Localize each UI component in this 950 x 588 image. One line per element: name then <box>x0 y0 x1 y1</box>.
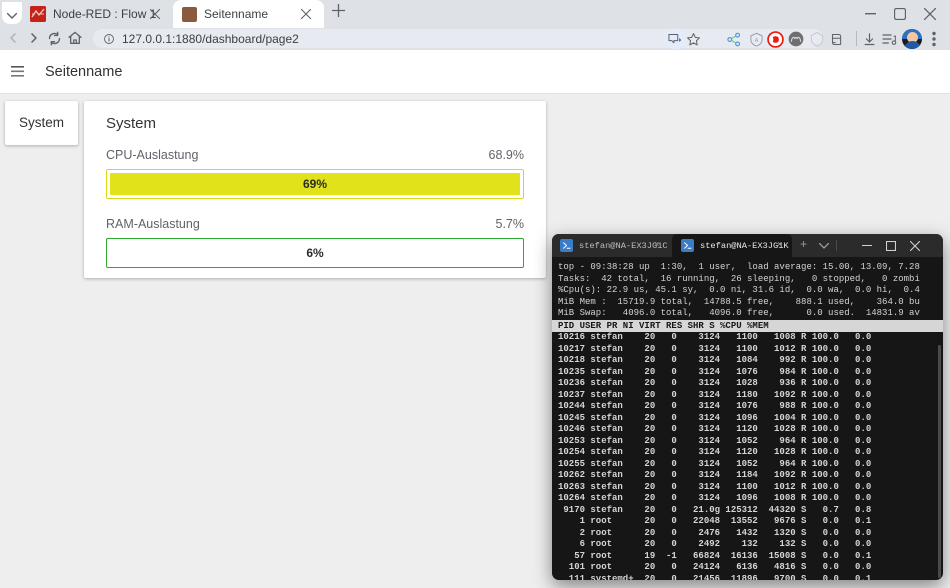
svg-text:A: A <box>755 38 759 44</box>
